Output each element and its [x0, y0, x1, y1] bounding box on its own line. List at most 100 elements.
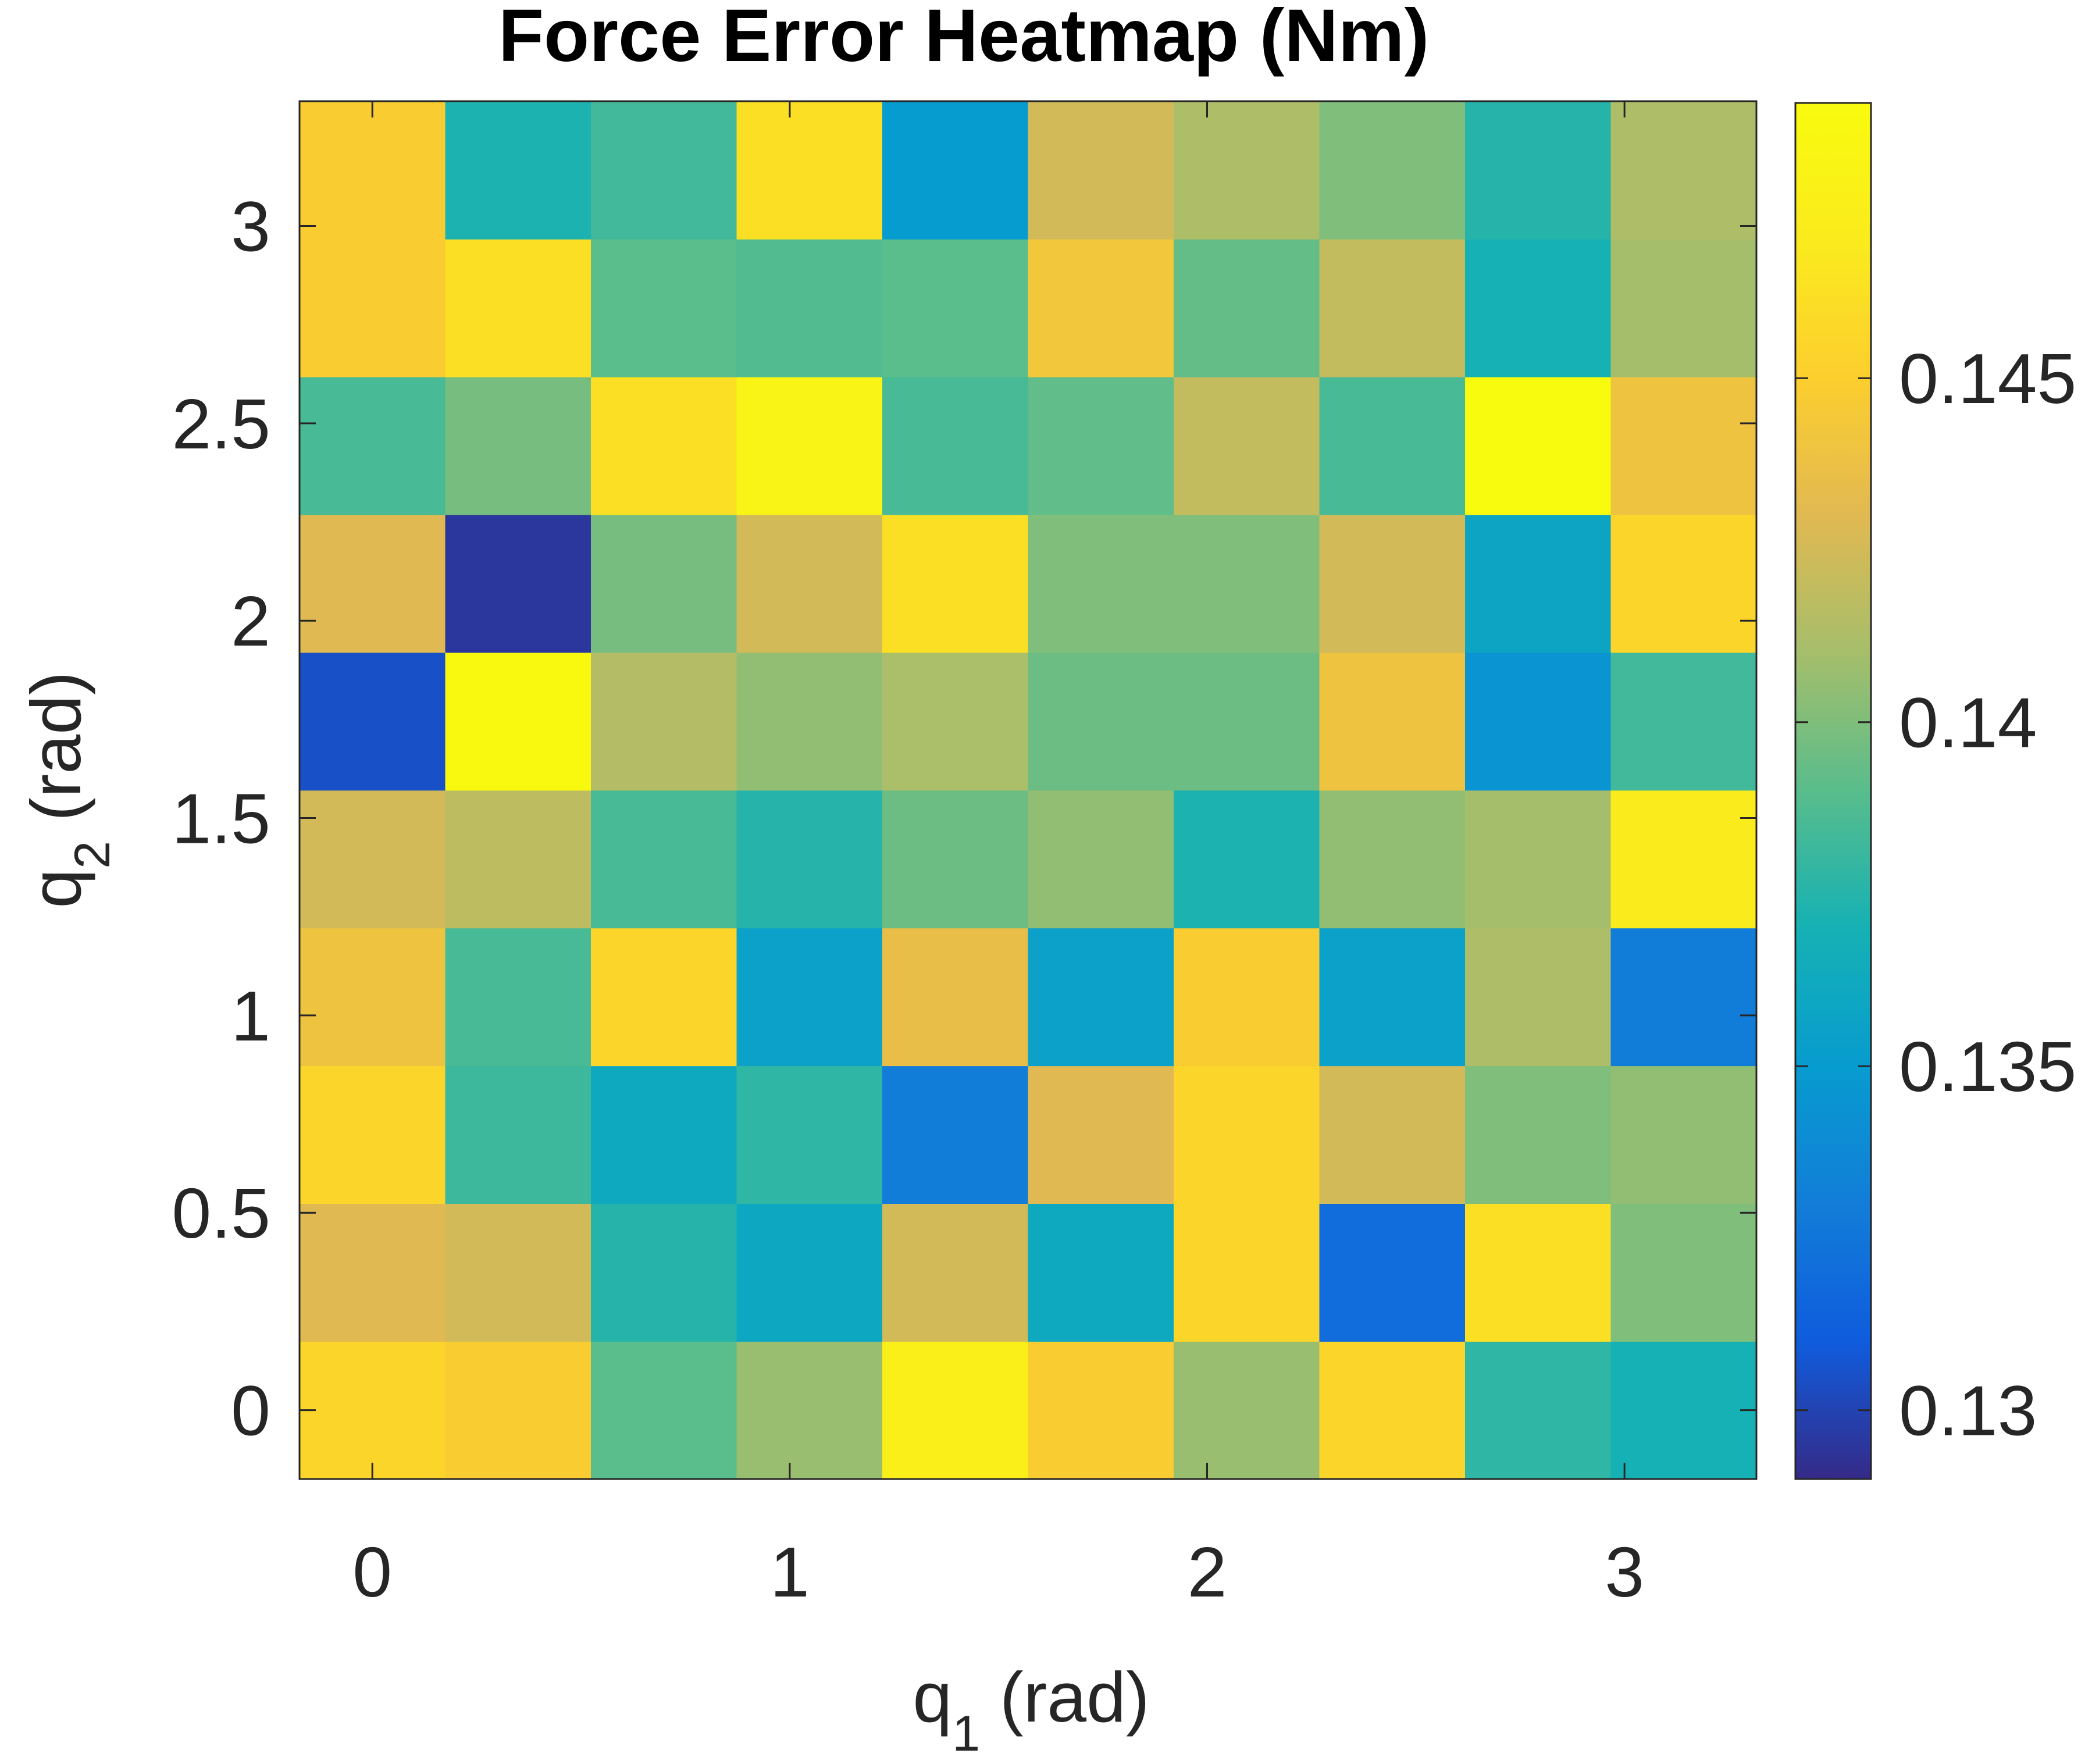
- heatmap-cell: [591, 790, 737, 929]
- heatmap-cell: [1319, 238, 1466, 377]
- heatmap-cell: [1028, 238, 1174, 377]
- plot-frame: [298, 100, 1758, 1480]
- heatmap-cell: [882, 790, 1029, 929]
- heatmap-cell: [1319, 1065, 1466, 1204]
- heatmap-cell: [300, 238, 446, 377]
- heatmap-cell: [1028, 790, 1174, 929]
- heatmap-cell: [1465, 101, 1612, 240]
- heatmap-cell: [1465, 1065, 1612, 1204]
- heatmap-cell: [591, 101, 737, 240]
- colorbar-tick-label: 0.135: [1899, 1027, 2076, 1106]
- heatmap-cell: [1610, 1065, 1757, 1204]
- y-tick-label: 3: [231, 187, 270, 266]
- heatmap-cell: [1319, 1203, 1466, 1342]
- heatmap-cell: [300, 376, 446, 515]
- heatmap-cell: [882, 376, 1029, 515]
- heatmap-cell: [736, 1203, 883, 1342]
- heatmap-cell: [1610, 1341, 1757, 1480]
- heatmap-cell: [1174, 790, 1320, 929]
- y-tick-label: 0: [231, 1371, 270, 1451]
- colorbar-tick-label: 0.13: [1899, 1371, 2037, 1451]
- heatmap-cell: [591, 514, 737, 653]
- heatmap-cell: [1028, 652, 1174, 791]
- heatmap-cell: [1028, 1065, 1174, 1204]
- heatmap-cell: [1319, 101, 1466, 240]
- heatmap-cell: [736, 652, 883, 791]
- heatmap-cell: [882, 101, 1029, 240]
- heatmap-cell: [1174, 238, 1320, 377]
- y-axis-label: q2 (rad): [16, 671, 120, 908]
- heatmap-cell: [1319, 514, 1466, 653]
- heatmap-cell: [591, 1065, 737, 1204]
- heatmap-cell: [1465, 652, 1612, 791]
- heatmap-cell: [1465, 514, 1612, 653]
- heatmap-cell: [736, 928, 883, 1067]
- heatmap-cell: [445, 1203, 591, 1342]
- heatmap-cell: [1174, 1065, 1320, 1204]
- heatmap-cell: [1319, 790, 1466, 929]
- x-tick-label: 2: [1188, 1533, 1227, 1612]
- heatmap-cell: [591, 238, 737, 377]
- heatmap-cell: [1028, 514, 1174, 653]
- heatmap-cell: [300, 1203, 446, 1342]
- heatmap-cell: [736, 1065, 883, 1204]
- y-tick-label: 1: [231, 977, 270, 1056]
- heatmap-cell: [1028, 1341, 1174, 1480]
- heatmap-cell: [300, 1341, 446, 1480]
- heatmap-cell: [1028, 376, 1174, 515]
- heatmap-cell: [445, 376, 591, 515]
- heatmap-cell: [1174, 928, 1320, 1067]
- heatmap-cell: [1319, 652, 1466, 791]
- heatmap-cell: [300, 1065, 446, 1204]
- heatmap-cell: [736, 1341, 883, 1480]
- y-tick-label: 1.5: [172, 779, 270, 858]
- heatmap-cell: [591, 652, 737, 791]
- heatmap-cell: [1174, 376, 1320, 515]
- y-tick-label: 0.5: [172, 1174, 270, 1253]
- heatmap-cell: [1610, 652, 1757, 791]
- heatmap-cell: [300, 790, 446, 929]
- heatmap-cell: [882, 238, 1029, 377]
- heatmap-cell: [300, 928, 446, 1067]
- heatmap-cell: [300, 514, 446, 653]
- heatmap-cell: [1610, 790, 1757, 929]
- heatmap-cell: [1028, 928, 1174, 1067]
- heatmap-cell: [445, 514, 591, 653]
- heatmap-cell: [882, 1341, 1029, 1480]
- heatmap-cell: [1610, 101, 1757, 240]
- y-tick-label: 2.5: [172, 384, 270, 464]
- colorbar-ticks: [1795, 377, 1871, 1412]
- heatmap-cells: [300, 101, 1757, 1480]
- heatmap-cell: [445, 101, 591, 240]
- heatmap-cell: [445, 928, 591, 1067]
- colorbar: [1794, 102, 1872, 1480]
- heatmap-cell: [591, 1341, 737, 1480]
- heatmap-cell: [736, 514, 883, 653]
- heatmap-cell: [445, 238, 591, 377]
- chart-title: Force Error Heatmap (Nm): [498, 0, 1429, 77]
- heatmap-cell: [1028, 101, 1174, 240]
- colorbar-tick-labels: 0.13 0.135 0.14 0.145: [1899, 339, 2076, 1451]
- heatmap-cell: [1174, 1341, 1320, 1480]
- heatmap-cell: [445, 652, 591, 791]
- x-axis-label: q1 (rad): [913, 1658, 1149, 1762]
- x-tick-label: 3: [1605, 1533, 1644, 1612]
- heatmap-cell: [736, 101, 883, 240]
- heatmap-cell: [1319, 376, 1466, 515]
- heatmap-cell: [1319, 1341, 1466, 1480]
- heatmap-cell: [736, 376, 883, 515]
- heatmap-cell: [591, 376, 737, 515]
- colorbar-tick-label: 0.14: [1899, 683, 2037, 762]
- heatmap-cell: [1465, 1341, 1612, 1480]
- x-tick-labels: 0 1 2 3: [352, 1533, 1644, 1612]
- y-tick-labels: 0 0.5 1 1.5 2 2.5 3: [172, 187, 270, 1451]
- heatmap-cell: [1610, 928, 1757, 1067]
- heatmap-cell: [1465, 928, 1612, 1067]
- heatmap-cell: [882, 928, 1029, 1067]
- heatmap-cell: [300, 652, 446, 791]
- heatmap-cell: [1610, 376, 1757, 515]
- heatmap-cell: [882, 1065, 1029, 1204]
- heatmap-cell: [1174, 514, 1320, 653]
- colorbar-tick-label: 0.145: [1899, 339, 2076, 418]
